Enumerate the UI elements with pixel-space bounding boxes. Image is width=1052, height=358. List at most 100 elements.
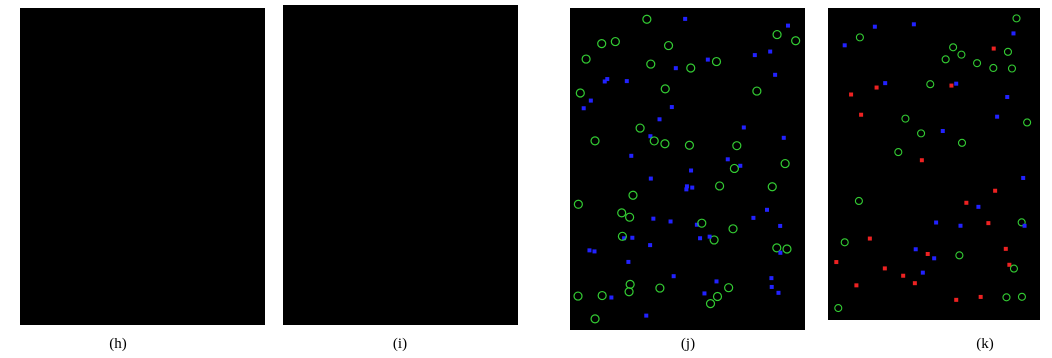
minutia-dot <box>698 236 703 241</box>
minutia-circle <box>855 33 864 42</box>
minutia-dot <box>764 207 769 212</box>
minutia-dot <box>978 294 983 299</box>
minutia-dot <box>622 236 627 241</box>
minutia-circle <box>1009 264 1018 273</box>
minutia-dot <box>684 184 689 189</box>
minutia-circle <box>705 299 716 309</box>
minutia-circle <box>989 63 998 73</box>
minutia-dot <box>668 219 673 224</box>
minutia-circle <box>772 243 782 253</box>
minutia-dot <box>883 81 888 86</box>
minutia-circle <box>581 54 591 64</box>
minutia-dot <box>991 46 996 51</box>
panel-label: (k) <box>976 336 994 352</box>
minutia-circle <box>901 114 910 123</box>
minutia-circle <box>957 138 967 147</box>
minutia-circle <box>1012 14 1021 23</box>
minutia-dot <box>587 248 592 253</box>
minutia-circle <box>917 129 926 138</box>
minutia-dot <box>714 279 719 284</box>
minutia-circle <box>590 314 600 324</box>
minutia-circle <box>628 190 638 200</box>
minutia-dot <box>707 234 712 239</box>
panel-i <box>283 5 518 325</box>
minutia-dot <box>993 188 998 193</box>
minutia-dot <box>986 221 991 226</box>
minutia-dot <box>657 117 662 122</box>
minutia-circle <box>791 36 801 46</box>
panel-label: (i) <box>393 336 407 352</box>
minutia-dot <box>702 291 707 296</box>
minutia-dot <box>690 185 695 190</box>
minutia-dot <box>849 92 854 97</box>
minutia-circle <box>597 39 607 49</box>
minutia-dot <box>669 105 674 110</box>
minutia-dot <box>651 216 656 221</box>
minutia-dot <box>964 200 969 205</box>
minutia-dot <box>773 72 778 77</box>
minutia-dot <box>694 222 699 227</box>
minutia-dot <box>626 259 631 264</box>
panel-h <box>20 8 265 325</box>
minutia-dot <box>644 313 649 318</box>
minutia-dot <box>648 243 653 248</box>
minutia-circle <box>955 251 964 260</box>
minutia-circle <box>663 40 674 51</box>
minutia-circle <box>729 163 739 174</box>
minutia-circle <box>957 50 966 59</box>
minutia-circle <box>752 86 762 96</box>
minutia-dot <box>867 236 872 241</box>
minutia-dot <box>1022 223 1027 228</box>
minutia-circle <box>712 291 723 302</box>
minutia-dot <box>592 249 597 254</box>
minutia-dot <box>934 220 939 225</box>
minutia-circle <box>894 148 903 157</box>
minutia-dot <box>751 215 756 220</box>
minutia-dot <box>778 250 783 255</box>
minutia-dot <box>781 135 786 140</box>
minutia-dot <box>854 283 859 288</box>
minutia-circle <box>1003 47 1013 56</box>
minutia-circle <box>732 141 742 151</box>
minutia-circle <box>834 304 843 313</box>
minutia-circle <box>573 199 583 209</box>
minutia-dot <box>588 98 593 103</box>
minutia-dot <box>602 79 607 84</box>
minutia-dot <box>1011 31 1016 36</box>
minutia-dot <box>882 266 887 271</box>
minutia-dot <box>785 23 790 28</box>
minutia-dot <box>932 256 937 261</box>
minutia-dot <box>976 204 981 209</box>
minutia-dot <box>958 223 963 228</box>
minutia-dot <box>689 168 694 173</box>
minutia-dot <box>769 276 774 281</box>
minutia-dot <box>769 284 774 289</box>
minutia-circle <box>854 196 863 206</box>
minutia-dot <box>629 153 634 158</box>
minutia-dot <box>648 176 653 181</box>
minutia-circle <box>1023 118 1032 127</box>
minutia-circle <box>782 244 792 254</box>
minutia-dot <box>738 163 743 168</box>
minutia-dot <box>752 53 757 58</box>
minutia-circle <box>660 139 670 149</box>
minutia-circle <box>949 43 958 52</box>
minutia-dot <box>872 24 877 29</box>
minutia-circle <box>635 123 645 133</box>
minutia-circle <box>642 14 652 24</box>
minutia-circle <box>617 231 628 241</box>
minutia-dot <box>859 112 864 117</box>
minutia-dot <box>995 114 1000 119</box>
minutia-circle <box>660 84 670 94</box>
minutia-circle <box>767 182 777 192</box>
minutia-circle <box>709 235 719 245</box>
minutia-circle <box>646 59 656 69</box>
minutia-dot <box>778 223 783 228</box>
panel-k <box>828 8 1040 320</box>
minutia-circle <box>610 36 620 47</box>
minutia-circle <box>625 212 635 222</box>
minutia-circle <box>1017 292 1026 301</box>
minutia-circle <box>573 291 583 301</box>
minutia-dot <box>741 125 746 130</box>
